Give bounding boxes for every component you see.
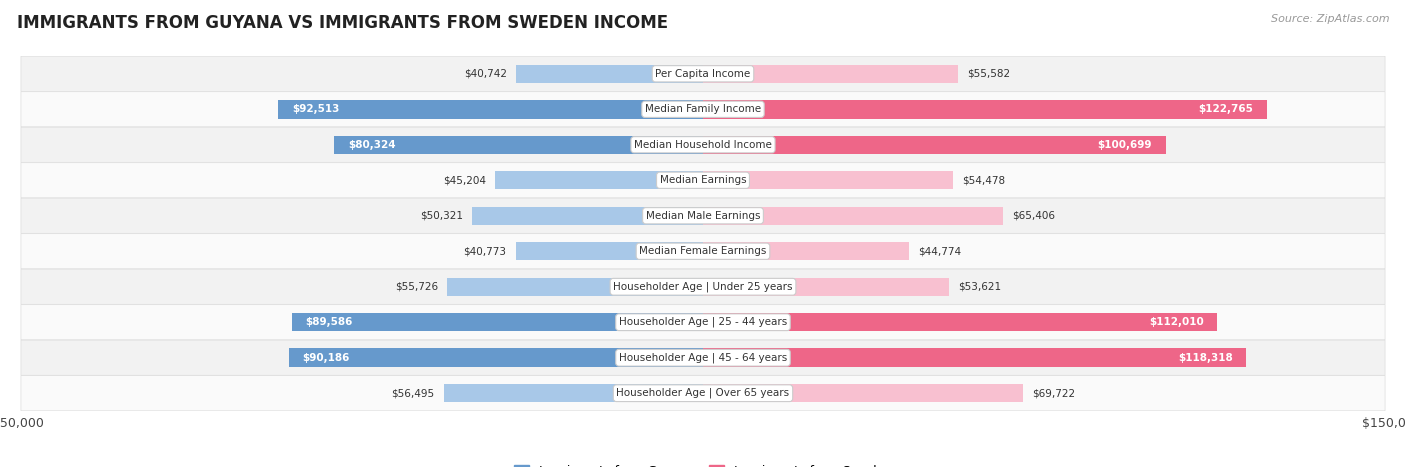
- Bar: [335, 135, 703, 154]
- FancyBboxPatch shape: [21, 340, 1385, 375]
- Text: $50,321: $50,321: [420, 211, 463, 221]
- Text: $54,478: $54,478: [962, 175, 1005, 185]
- Text: $40,742: $40,742: [464, 69, 506, 79]
- Bar: [443, 384, 703, 403]
- Bar: [288, 348, 703, 367]
- Text: $92,513: $92,513: [292, 104, 339, 114]
- Text: $100,699: $100,699: [1097, 140, 1152, 150]
- FancyBboxPatch shape: [21, 127, 1385, 163]
- FancyBboxPatch shape: [21, 234, 1385, 269]
- Text: Householder Age | Under 25 years: Householder Age | Under 25 years: [613, 282, 793, 292]
- Text: Householder Age | 45 - 64 years: Householder Age | 45 - 64 years: [619, 353, 787, 363]
- Text: Source: ZipAtlas.com: Source: ZipAtlas.com: [1271, 14, 1389, 24]
- Text: $89,586: $89,586: [305, 317, 353, 327]
- Text: IMMIGRANTS FROM GUYANA VS IMMIGRANTS FROM SWEDEN INCOME: IMMIGRANTS FROM GUYANA VS IMMIGRANTS FRO…: [17, 14, 668, 32]
- Bar: [447, 277, 703, 296]
- Text: Median Family Income: Median Family Income: [645, 104, 761, 114]
- FancyBboxPatch shape: [21, 269, 1385, 304]
- Bar: [703, 100, 1267, 119]
- FancyBboxPatch shape: [21, 198, 1385, 234]
- Text: Median Earnings: Median Earnings: [659, 175, 747, 185]
- Legend: Immigrants from Guyana, Immigrants from Sweden: Immigrants from Guyana, Immigrants from …: [509, 460, 897, 467]
- Bar: [516, 64, 703, 83]
- Text: Median Male Earnings: Median Male Earnings: [645, 211, 761, 221]
- Text: Householder Age | Over 65 years: Householder Age | Over 65 years: [616, 388, 790, 398]
- Text: Median Female Earnings: Median Female Earnings: [640, 246, 766, 256]
- Bar: [703, 348, 1247, 367]
- FancyBboxPatch shape: [21, 304, 1385, 340]
- Text: $45,204: $45,204: [443, 175, 486, 185]
- Bar: [291, 313, 703, 332]
- Bar: [516, 242, 703, 261]
- Text: $65,406: $65,406: [1012, 211, 1056, 221]
- Bar: [703, 135, 1166, 154]
- FancyBboxPatch shape: [21, 92, 1385, 127]
- Text: $69,722: $69,722: [1032, 388, 1076, 398]
- Bar: [703, 384, 1024, 403]
- Bar: [703, 171, 953, 190]
- Bar: [703, 206, 1004, 225]
- Text: Median Household Income: Median Household Income: [634, 140, 772, 150]
- FancyBboxPatch shape: [21, 56, 1385, 92]
- Text: Householder Age | 25 - 44 years: Householder Age | 25 - 44 years: [619, 317, 787, 327]
- Bar: [703, 242, 908, 261]
- FancyBboxPatch shape: [21, 375, 1385, 411]
- Text: $53,621: $53,621: [959, 282, 1001, 292]
- Text: $80,324: $80,324: [347, 140, 395, 150]
- FancyBboxPatch shape: [21, 163, 1385, 198]
- Text: $118,318: $118,318: [1178, 353, 1233, 363]
- Bar: [472, 206, 703, 225]
- Text: $90,186: $90,186: [302, 353, 350, 363]
- Bar: [703, 64, 959, 83]
- Text: $112,010: $112,010: [1149, 317, 1204, 327]
- Text: $55,582: $55,582: [967, 69, 1011, 79]
- Bar: [278, 100, 703, 119]
- Bar: [703, 313, 1218, 332]
- Text: $40,773: $40,773: [464, 246, 506, 256]
- Text: $122,765: $122,765: [1198, 104, 1253, 114]
- Bar: [495, 171, 703, 190]
- Bar: [703, 277, 949, 296]
- Text: $44,774: $44,774: [918, 246, 960, 256]
- Text: Per Capita Income: Per Capita Income: [655, 69, 751, 79]
- Text: $56,495: $56,495: [391, 388, 434, 398]
- Text: $55,726: $55,726: [395, 282, 437, 292]
